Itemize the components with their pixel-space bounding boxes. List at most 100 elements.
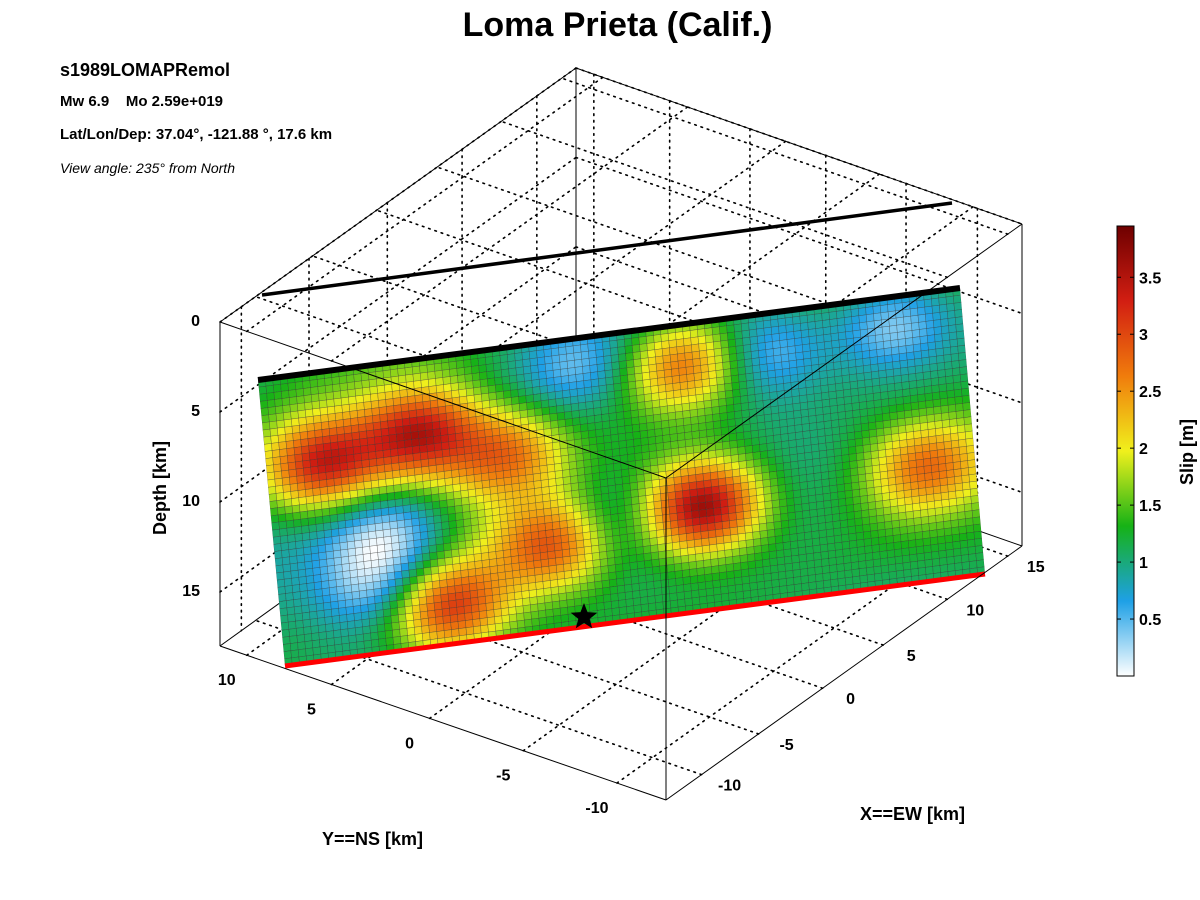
slip-cell: [405, 453, 414, 463]
slip-cell: [583, 545, 593, 555]
slip-cell: [348, 482, 358, 492]
slip-cell: [505, 577, 514, 587]
slip-cell: [849, 373, 858, 383]
slip-cell: [957, 518, 967, 527]
slip-cell: [635, 459, 644, 469]
slip-cell: [709, 464, 718, 473]
slip-cell: [704, 573, 713, 582]
slip-cell: [289, 483, 299, 492]
slip-cell: [924, 472, 933, 481]
slip-cell: [654, 594, 664, 603]
slip-cell: [307, 509, 316, 519]
slip-cell: [394, 491, 403, 500]
slip-cell: [903, 489, 912, 498]
slip-cell: [865, 386, 874, 395]
slip-cell: [708, 450, 717, 459]
slip-cell: [526, 567, 536, 577]
slip-cell: [742, 503, 751, 512]
slip-cell: [370, 631, 379, 641]
slip-cell: [625, 598, 634, 607]
slip-cell: [935, 434, 945, 444]
slip-cell: [796, 445, 805, 455]
slip-cell: [755, 320, 764, 330]
slip-cell: [472, 538, 481, 548]
slip-cell: [903, 482, 912, 491]
slip-cell: [898, 345, 907, 354]
slip-cell: [497, 571, 506, 581]
slip-cell: [821, 558, 830, 567]
slip-cell: [545, 362, 554, 372]
slip-cell: [346, 454, 355, 463]
slip-cell: [702, 465, 711, 474]
slip-cell: [611, 600, 620, 609]
slip-cell: [712, 492, 721, 502]
slip-cell: [340, 396, 350, 406]
slip-cell: [826, 528, 835, 538]
slip-cell: [865, 306, 874, 315]
slip-cell: [615, 563, 624, 573]
slip-cell: [398, 541, 408, 550]
slip-cell: [845, 330, 854, 340]
slip-cell: [633, 524, 642, 534]
slip-cell: [896, 570, 905, 579]
slip-cell: [928, 435, 937, 445]
slip-cell: [487, 457, 496, 466]
slip-cell: [461, 504, 471, 513]
slip-cell: [466, 394, 475, 404]
slip-cell: [962, 402, 971, 411]
slip-cell: [817, 435, 826, 445]
slip-cell: [892, 447, 901, 456]
slip-cell: [614, 397, 623, 406]
slip-cell: [738, 380, 748, 390]
slip-cell: [524, 380, 533, 389]
slip-cell: [432, 421, 441, 430]
slip-cell: [290, 642, 299, 651]
slip-cell: [622, 396, 631, 405]
slip-cell: [523, 611, 532, 621]
slip-cell: [923, 378, 932, 387]
slip-cell: [475, 415, 485, 424]
slip-cell: [370, 393, 379, 402]
slip-cell: [383, 536, 392, 545]
slip-cell: [955, 316, 964, 325]
slip-cell: [921, 356, 930, 366]
slip-cell: [954, 309, 963, 318]
slip-cell: [591, 385, 600, 395]
slip-cell: [872, 385, 881, 394]
slip-cell: [294, 605, 303, 615]
slip-cell: [578, 481, 587, 491]
slip-cell: [697, 335, 707, 345]
slip-cell: [759, 443, 768, 452]
slip-cell: [465, 467, 475, 476]
slip-cell: [276, 579, 286, 588]
slip-cell: [624, 591, 634, 600]
slip-cell: [942, 506, 951, 515]
slip-cell: [768, 550, 778, 560]
slip-cell: [798, 467, 807, 476]
depth-tick-label: 0: [191, 313, 200, 330]
slip-cell: [898, 519, 908, 528]
slip-cell: [588, 357, 598, 366]
slip-cell: [731, 541, 740, 550]
slip-cell: [549, 492, 558, 502]
slip-cell: [610, 347, 619, 356]
slip-cell: [346, 533, 355, 543]
slip-cell: [578, 568, 587, 577]
slip-cell: [521, 431, 530, 440]
slip-cell: [667, 411, 677, 421]
slip-cell: [622, 562, 631, 572]
slip-cell: [646, 508, 656, 518]
slip-cell: [435, 536, 444, 545]
slip-cell: [272, 456, 281, 465]
slip-cell: [455, 439, 465, 449]
slip-cell: [573, 597, 583, 607]
slip-cell: [773, 441, 783, 450]
slip-cell: [605, 543, 615, 552]
slip-cell: [774, 361, 783, 371]
slip-cell: [957, 511, 966, 520]
slip-cell: [692, 444, 702, 454]
slip-cell: [571, 489, 580, 499]
slip-cell: [567, 446, 576, 456]
slip-cell: [538, 450, 547, 460]
slip-cell: [431, 580, 441, 589]
